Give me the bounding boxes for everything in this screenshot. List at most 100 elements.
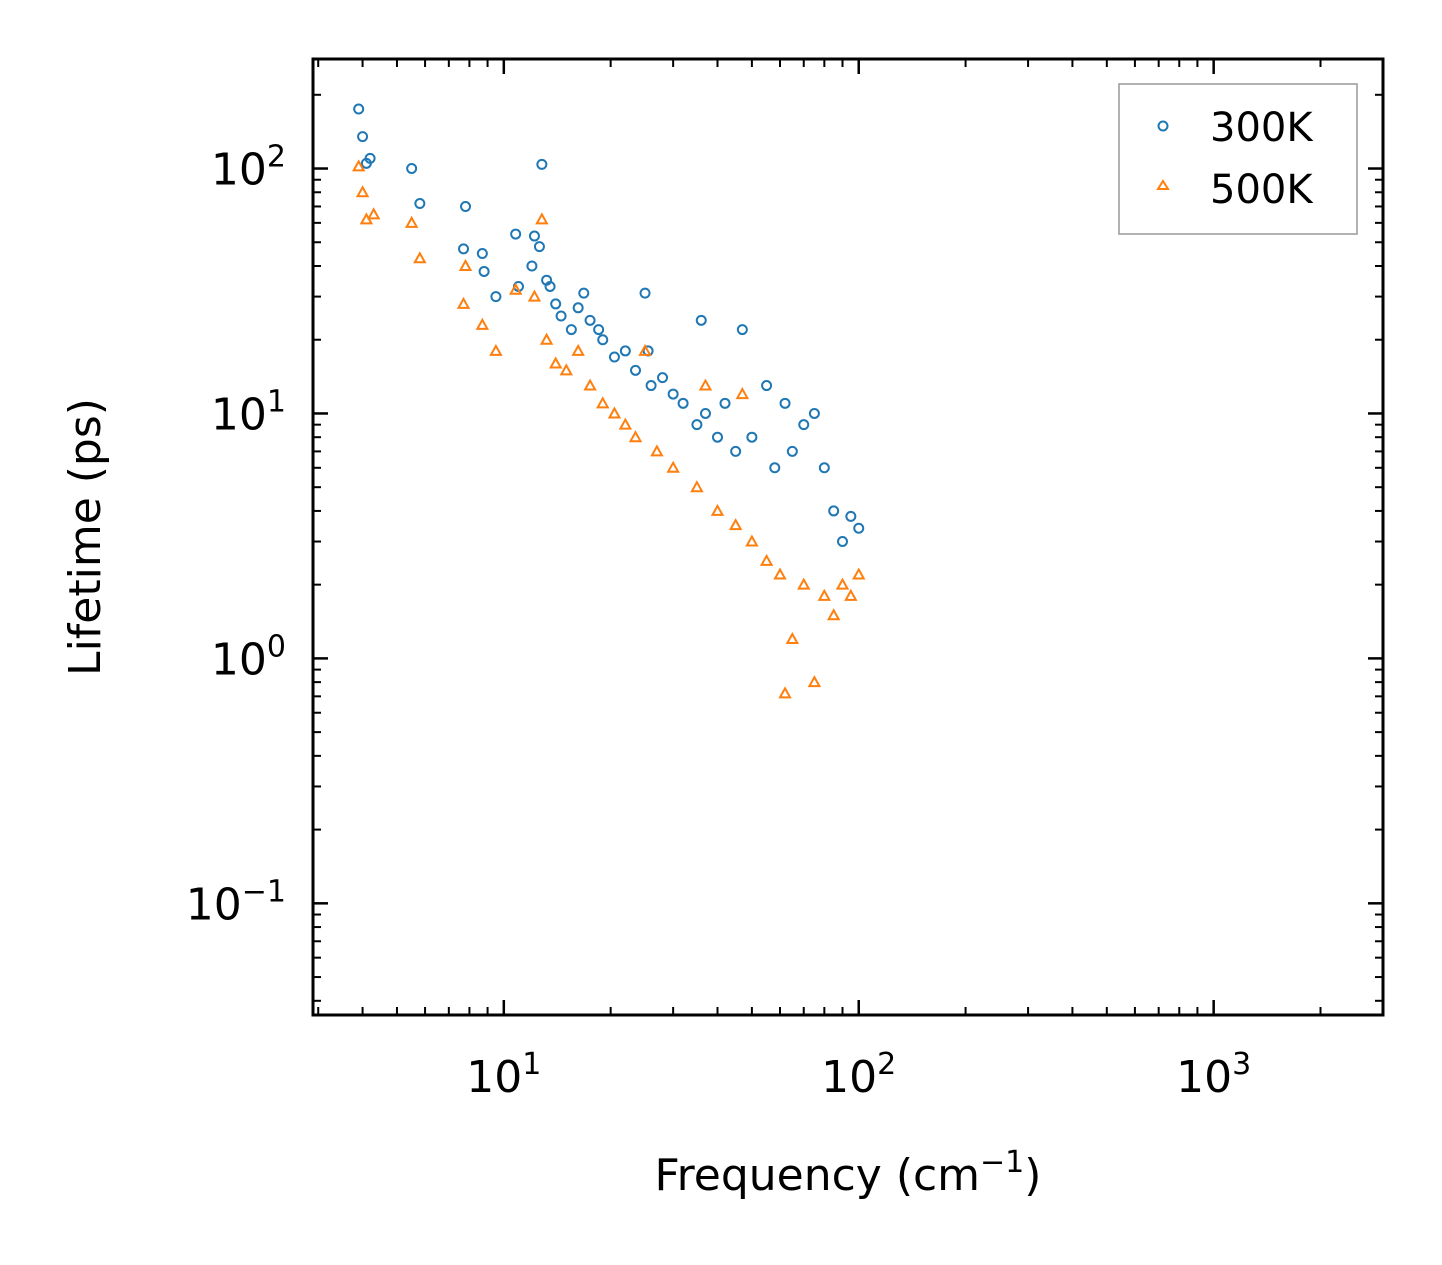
data-point-300K bbox=[490, 291, 502, 303]
data-point-300K bbox=[853, 522, 865, 534]
data-point-500K bbox=[527, 289, 542, 302]
data-point-500K bbox=[458, 258, 473, 271]
data-point-300K bbox=[608, 351, 620, 363]
data-point-500K bbox=[773, 567, 787, 580]
data-point-500K bbox=[778, 686, 792, 699]
data-point-500K bbox=[571, 343, 585, 356]
data-point-300K bbox=[798, 419, 810, 431]
data-point-500K bbox=[475, 317, 490, 330]
data-point-300K bbox=[357, 131, 369, 143]
data-point-300K bbox=[657, 372, 669, 384]
data-point-500K bbox=[807, 675, 822, 688]
x-tick-label: 103 bbox=[1176, 1047, 1251, 1103]
data-point-500K bbox=[666, 460, 680, 473]
data-point-300K bbox=[460, 200, 472, 212]
data-point-500K bbox=[628, 430, 643, 443]
series-300K bbox=[353, 103, 865, 548]
y-tick-label: 10−1 bbox=[186, 874, 286, 930]
data-point-500K bbox=[413, 251, 427, 264]
data-point-300K bbox=[593, 324, 605, 336]
data-point-300K bbox=[761, 380, 773, 392]
y-tick-label: 102 bbox=[211, 140, 286, 196]
data-point-500K bbox=[826, 608, 841, 621]
series-500K bbox=[351, 159, 866, 699]
data-point-500K bbox=[710, 503, 725, 516]
data-point-300K bbox=[414, 197, 426, 209]
data-point-500K bbox=[539, 332, 554, 345]
data-point-500K bbox=[650, 444, 664, 457]
data-point-300K bbox=[845, 510, 857, 522]
data-point-500K bbox=[367, 207, 381, 220]
data-point-300K bbox=[536, 158, 548, 170]
data-point-300K bbox=[478, 265, 490, 277]
y-tick-label: 100 bbox=[211, 629, 286, 685]
data-point-300K bbox=[458, 243, 470, 255]
data-point-300K bbox=[736, 324, 748, 336]
y-axis-label: Lifetime (ps) bbox=[60, 398, 111, 676]
data-point-300K bbox=[597, 334, 609, 346]
data-point-500K bbox=[690, 480, 704, 493]
data-point-300K bbox=[364, 152, 376, 164]
data-point-500K bbox=[508, 282, 523, 295]
data-point-300K bbox=[818, 462, 830, 474]
points-layer bbox=[351, 103, 866, 699]
plot-frame bbox=[311, 57, 1385, 1017]
data-point-500K bbox=[596, 396, 610, 409]
data-point-300K bbox=[526, 260, 538, 272]
data-point-500K bbox=[759, 553, 774, 566]
legend-label-500k: 500K bbox=[1210, 167, 1314, 213]
data-point-500K bbox=[535, 212, 549, 225]
data-point-300K bbox=[677, 397, 689, 409]
data-point-500K bbox=[351, 159, 366, 172]
data-point-300K bbox=[630, 364, 642, 376]
data-point-300K bbox=[544, 280, 556, 292]
data-point-300K bbox=[699, 407, 711, 419]
data-point-300K bbox=[550, 298, 562, 310]
data-point-300K bbox=[555, 310, 567, 322]
data-point-300K bbox=[711, 431, 723, 443]
data-point-300K bbox=[808, 407, 820, 419]
ticks-layer: 101 102 103 10−1 100 101 102 bbox=[186, 59, 1383, 1103]
data-point-300K bbox=[510, 228, 522, 240]
x-axis-label: Frequency (cm−1) bbox=[655, 1145, 1042, 1201]
data-point-500K bbox=[404, 215, 419, 228]
data-point-300K bbox=[828, 505, 840, 517]
data-point-300K bbox=[565, 324, 577, 336]
x-tick-label: 101 bbox=[466, 1047, 541, 1103]
data-point-300K bbox=[572, 302, 584, 314]
data-point-500K bbox=[618, 417, 633, 430]
data-point-500K bbox=[835, 577, 850, 590]
legend-marker-300k bbox=[1157, 120, 1169, 132]
data-point-500K bbox=[817, 588, 832, 601]
data-point-300K bbox=[584, 314, 596, 326]
data-point-500K bbox=[456, 296, 471, 309]
data-point-500K bbox=[785, 631, 800, 644]
data-point-300K bbox=[476, 247, 488, 259]
data-point-500K bbox=[735, 387, 750, 400]
data-point-500K bbox=[583, 378, 597, 391]
data-point-300K bbox=[779, 397, 791, 409]
data-point-300K bbox=[406, 163, 418, 175]
data-point-500K bbox=[698, 378, 713, 391]
data-point-300K bbox=[533, 241, 545, 253]
data-point-300K bbox=[578, 287, 590, 299]
data-point-300K bbox=[746, 431, 758, 443]
data-point-500K bbox=[355, 185, 370, 198]
x-tick-label: 102 bbox=[821, 1047, 896, 1103]
data-point-500K bbox=[844, 588, 858, 601]
data-point-300K bbox=[667, 388, 679, 400]
data-point-500K bbox=[548, 356, 563, 369]
data-point-300K bbox=[619, 345, 631, 357]
data-point-300K bbox=[353, 103, 365, 115]
data-point-500K bbox=[728, 518, 743, 531]
data-point-300K bbox=[769, 462, 781, 474]
data-point-500K bbox=[797, 577, 811, 590]
data-point-300K bbox=[645, 380, 657, 392]
legend-label-300k: 300K bbox=[1210, 105, 1314, 151]
data-point-500K bbox=[638, 343, 652, 356]
y-tick-label: 101 bbox=[211, 384, 286, 440]
legend-marker-500k bbox=[1156, 179, 1170, 190]
data-point-500K bbox=[852, 567, 866, 580]
data-point-300K bbox=[691, 419, 703, 431]
